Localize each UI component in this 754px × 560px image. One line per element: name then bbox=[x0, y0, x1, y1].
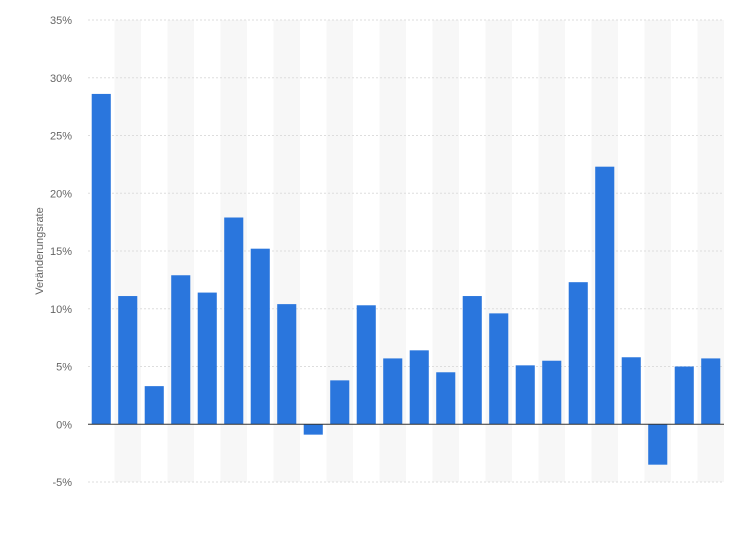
y-tick-label: 10% bbox=[50, 304, 72, 316]
y-axis-title: Veränderungsrate bbox=[34, 207, 46, 294]
bar[interactable] bbox=[542, 360, 562, 425]
bar[interactable] bbox=[648, 424, 668, 465]
bar[interactable] bbox=[330, 380, 350, 425]
y-tick-label: 15% bbox=[50, 246, 72, 258]
bar[interactable] bbox=[595, 166, 615, 425]
bar[interactable] bbox=[118, 296, 138, 425]
bar[interactable] bbox=[224, 217, 244, 425]
bar[interactable] bbox=[277, 304, 297, 425]
bar[interactable] bbox=[568, 282, 588, 425]
bar[interactable] bbox=[144, 386, 164, 425]
y-tick-label: 25% bbox=[50, 131, 72, 143]
bar[interactable] bbox=[462, 296, 482, 425]
bar[interactable] bbox=[383, 358, 403, 425]
bar[interactable] bbox=[250, 248, 270, 425]
bars bbox=[91, 93, 721, 465]
bar[interactable] bbox=[171, 275, 191, 425]
y-axis-ticks: -5% 0% 5% 10% 15% 20% 25% 30% 35% bbox=[50, 15, 72, 489]
bar[interactable] bbox=[91, 93, 111, 425]
bar[interactable] bbox=[621, 357, 641, 425]
bar[interactable] bbox=[515, 365, 535, 425]
y-tick-label: -5% bbox=[52, 477, 72, 489]
bar[interactable] bbox=[701, 358, 721, 425]
bar[interactable] bbox=[674, 366, 694, 425]
y-tick-label: 5% bbox=[56, 362, 72, 374]
y-tick-label: 30% bbox=[50, 73, 72, 85]
y-tick-label: 0% bbox=[56, 419, 72, 431]
bar[interactable] bbox=[303, 424, 323, 435]
bar[interactable] bbox=[197, 292, 217, 425]
y-tick-label: 20% bbox=[50, 188, 72, 200]
bar[interactable] bbox=[489, 313, 509, 425]
bar[interactable] bbox=[436, 372, 456, 425]
bar[interactable] bbox=[409, 350, 429, 425]
y-tick-label: 35% bbox=[50, 15, 72, 27]
gridlines bbox=[88, 19, 724, 483]
bar[interactable] bbox=[356, 305, 376, 425]
